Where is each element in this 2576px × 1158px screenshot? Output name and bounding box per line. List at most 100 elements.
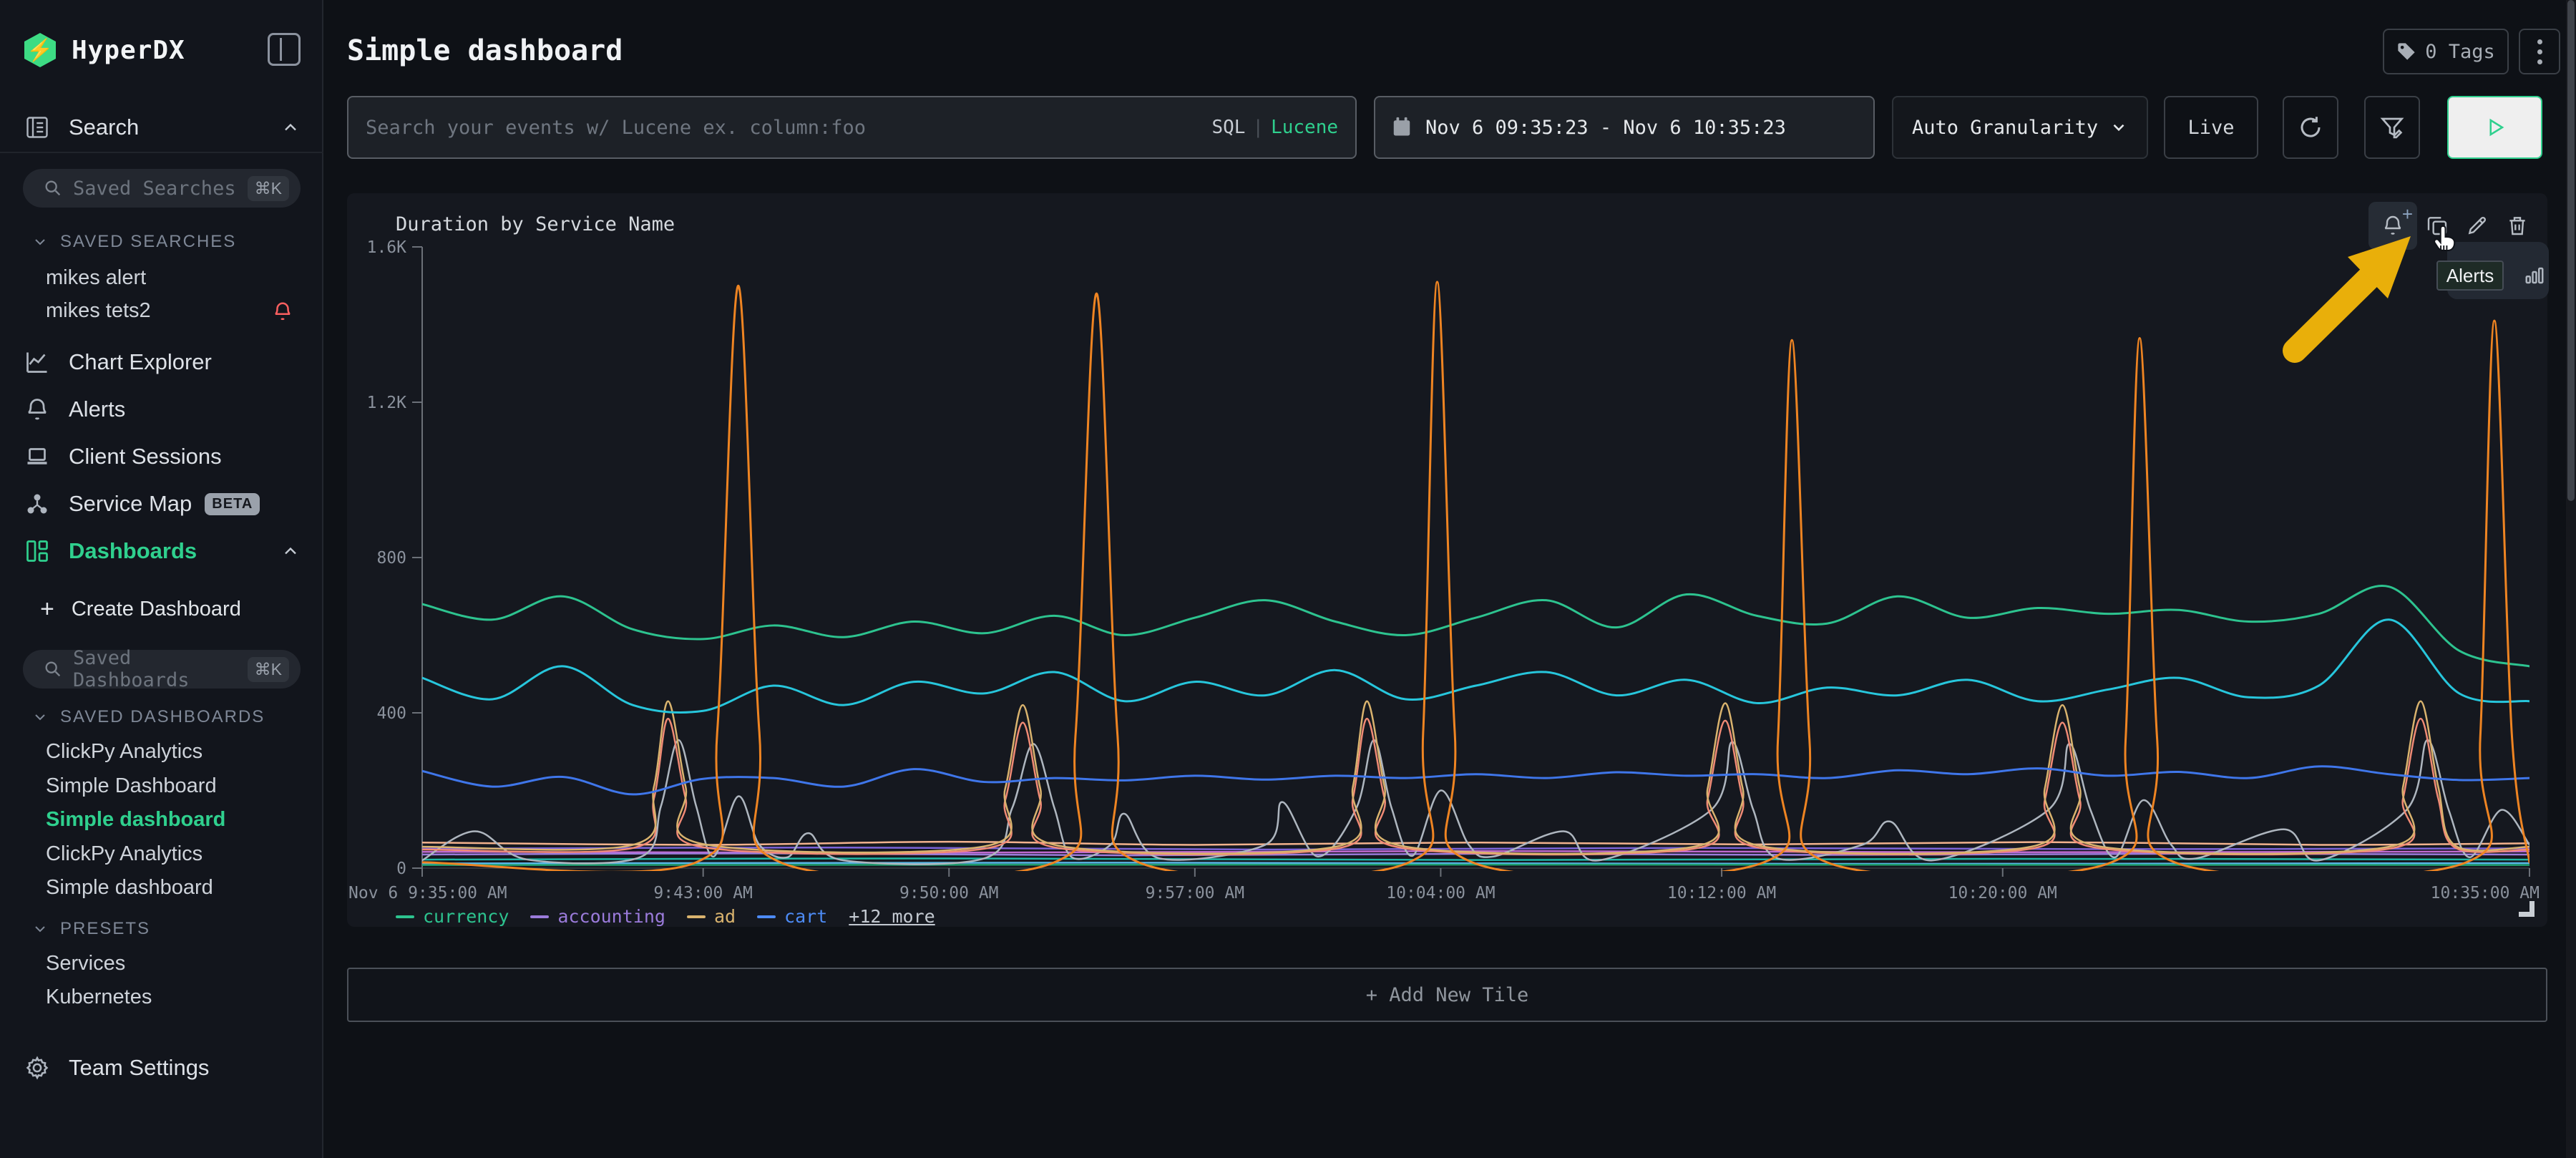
refresh-icon bbox=[2301, 117, 2321, 137]
dashboard-item-active[interactable]: Simple dashboard bbox=[46, 808, 226, 831]
bar-chart-icon bbox=[2524, 265, 2545, 286]
svg-text:Nov 6 9:35:00 AM: Nov 6 9:35:00 AM bbox=[348, 884, 507, 902]
legend-label: ad bbox=[713, 906, 736, 927]
legend-item[interactable]: ad bbox=[686, 906, 736, 927]
duration-chart: 0 400 800 1.2K 1.6K Nov 6 9:35:00 AM 9:43:00 A… bbox=[348, 238, 2540, 902]
dashboard-item[interactable]: ClickPy Analytics bbox=[46, 842, 203, 865]
sidebar-item-service-map[interactable]: Service Map BETA bbox=[24, 491, 301, 517]
delete-tile-button[interactable] bbox=[2497, 202, 2537, 249]
svg-text:10:20:00 AM: 10:20:00 AM bbox=[1948, 884, 2057, 902]
svg-text:10:04:00 AM: 10:04:00 AM bbox=[1386, 884, 1495, 902]
scrollbar[interactable] bbox=[2566, 0, 2576, 1158]
tag-icon bbox=[2396, 42, 2416, 62]
hyperdx-logo-icon: ⚡ bbox=[24, 33, 56, 67]
legend-item[interactable]: +12 more bbox=[849, 906, 935, 927]
search-icon bbox=[43, 178, 63, 198]
series-unlabeled-peach bbox=[422, 840, 2529, 846]
edit-tile-button[interactable] bbox=[2457, 202, 2497, 249]
sidebar-item-chart-explorer[interactable]: Chart Explorer bbox=[24, 349, 301, 375]
toolbar: Search your events w/ Lucene ex. column:… bbox=[323, 96, 2566, 159]
presets-section[interactable]: PRESETS bbox=[31, 919, 150, 939]
preset-item[interactable]: Services bbox=[46, 952, 126, 975]
granularity-select[interactable]: Auto Granularity bbox=[1892, 96, 2148, 159]
series-unlabeled-salmon bbox=[422, 717, 2529, 856]
kebab-icon bbox=[2537, 39, 2542, 64]
event-search-placeholder: Search your events w/ Lucene ex. column:… bbox=[366, 116, 866, 139]
beta-badge: BETA bbox=[205, 492, 260, 515]
plus-icon: + bbox=[2401, 203, 2413, 225]
alert-bell-icon[interactable] bbox=[272, 301, 293, 322]
legend-item[interactable]: currency bbox=[396, 906, 509, 927]
legend-more-link[interactable]: +12 more bbox=[849, 906, 935, 927]
chevron-up-icon[interactable] bbox=[280, 117, 301, 137]
sidebar-item-dashboards[interactable]: Dashboards bbox=[24, 538, 301, 564]
live-button[interactable]: Live bbox=[2164, 96, 2258, 159]
sidebar-collapse-icon[interactable] bbox=[268, 33, 301, 66]
bell-icon bbox=[24, 396, 50, 422]
series-ad bbox=[422, 700, 2529, 855]
saved-searches-section[interactable]: SAVED SEARCHES bbox=[31, 232, 236, 252]
kebab-menu-button[interactable] bbox=[2519, 29, 2560, 74]
run-query-button[interactable] bbox=[2447, 96, 2542, 159]
saved-search-item[interactable]: mikes alert bbox=[46, 266, 147, 289]
gear-icon bbox=[24, 1055, 50, 1081]
query-language-toggle[interactable]: SQL | Lucene bbox=[1211, 117, 1338, 138]
create-dashboard-button[interactable]: + Create Dashboard bbox=[40, 595, 241, 623]
sql-toggle[interactable]: SQL bbox=[1211, 117, 1246, 138]
calendar-icon bbox=[1391, 116, 1413, 139]
legend-item[interactable]: accounting bbox=[530, 906, 665, 927]
series-currency bbox=[422, 584, 2529, 668]
event-search-input[interactable]: Search your events w/ Lucene ex. column:… bbox=[347, 96, 1357, 159]
refresh-button[interactable] bbox=[2283, 96, 2338, 159]
dashboard-item[interactable]: Simple dashboard bbox=[46, 876, 213, 899]
series-unlabeled-orange bbox=[422, 281, 2529, 871]
legend-swatch bbox=[396, 915, 414, 918]
search-journal-icon bbox=[24, 115, 50, 140]
filter-button[interactable] bbox=[2364, 96, 2420, 159]
svg-text:800: 800 bbox=[376, 549, 406, 568]
sidebar-item-search[interactable]: Search bbox=[24, 115, 301, 140]
legend-swatch bbox=[757, 915, 776, 918]
sidebar-item-client-sessions[interactable]: Client Sessions bbox=[24, 444, 301, 469]
dashboard-item[interactable]: Simple Dashboard bbox=[46, 774, 217, 797]
chevron-down-icon bbox=[31, 233, 49, 250]
sidebar-item-alerts[interactable]: Alerts bbox=[24, 396, 301, 422]
chevron-up-icon[interactable] bbox=[280, 541, 301, 561]
tile-resize-handle[interactable] bbox=[2519, 901, 2534, 917]
chart-tile: Duration by Service Name + 0 400 800 1.2K 1.… bbox=[347, 193, 2549, 927]
series-unlabeled-violet bbox=[422, 846, 2529, 851]
lucene-toggle[interactable]: Lucene bbox=[1271, 117, 1338, 138]
tags-button[interactable]: 0 Tags bbox=[2383, 29, 2509, 74]
sidebar: ⚡ HyperDX Search Saved Searches ⌘K SAVED… bbox=[0, 0, 323, 1158]
scrollbar-thumb[interactable] bbox=[2567, 0, 2575, 501]
svg-text:10:35:00 AM: 10:35:00 AM bbox=[2431, 884, 2540, 902]
alert-bell-icon bbox=[2384, 215, 2401, 235]
saved-dashboards-input[interactable]: Saved Dashboards ⌘K bbox=[23, 647, 301, 691]
saved-searches-input[interactable]: Saved Searches ⌘K bbox=[23, 169, 301, 208]
chart-legend: currency accounting ad cart +12 more bbox=[396, 906, 935, 927]
legend-swatch bbox=[686, 915, 706, 918]
preset-item[interactable]: Kubernetes bbox=[46, 986, 152, 1008]
saved-dashboards-section[interactable]: SAVED DASHBOARDS bbox=[31, 707, 265, 727]
chart-title: Duration by Service Name bbox=[396, 213, 675, 235]
series-cart bbox=[422, 765, 2529, 796]
svg-text:1.2K: 1.2K bbox=[367, 394, 407, 412]
search-icon bbox=[43, 659, 63, 679]
main-content: Simple dashboard 0 Tags Search your even… bbox=[323, 0, 2566, 1158]
service-map-icon bbox=[24, 491, 50, 517]
series-unlabeled-cyan bbox=[422, 618, 2529, 714]
svg-text:9:57:00 AM: 9:57:00 AM bbox=[1146, 884, 1244, 902]
laptop-icon bbox=[24, 444, 50, 469]
legend-swatch bbox=[530, 915, 550, 918]
dashboard-item[interactable]: ClickPy Analytics bbox=[46, 740, 203, 763]
series-unlabeled-teal bbox=[422, 857, 2529, 861]
svg-text:10:12:00 AM: 10:12:00 AM bbox=[1667, 884, 1776, 902]
series-unlabeled-gray bbox=[422, 739, 2529, 865]
add-new-tile-button[interactable]: + Add New Tile bbox=[347, 968, 2547, 1022]
saved-search-item[interactable]: mikes tets2 bbox=[46, 299, 303, 323]
sidebar-item-team-settings[interactable]: Team Settings bbox=[24, 1055, 301, 1081]
date-range-picker[interactable]: Nov 6 09:35:23 - Nov 6 10:35:23 bbox=[1374, 96, 1875, 159]
plus-icon: + bbox=[40, 595, 54, 623]
legend-item[interactable]: cart bbox=[757, 906, 827, 927]
